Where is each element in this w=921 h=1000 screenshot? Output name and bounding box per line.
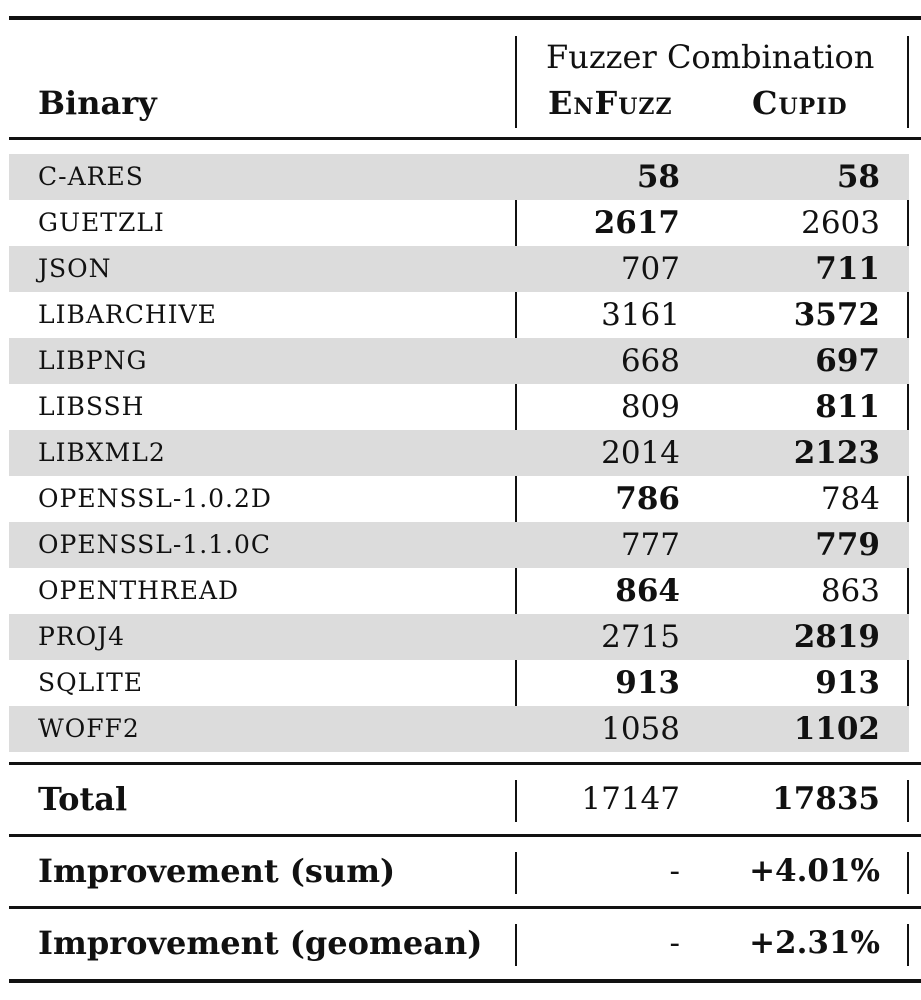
total-label: Total bbox=[38, 780, 128, 818]
enfuzz-value: 2715 bbox=[601, 619, 680, 655]
enfuzz-value: 1058 bbox=[601, 711, 680, 747]
enfuzz-value: 786 bbox=[615, 481, 680, 517]
enfuzz-value: 809 bbox=[620, 389, 680, 425]
cupid-value: 697 bbox=[815, 343, 880, 379]
improvement-geomean-label: Improvement (geomean) bbox=[38, 924, 483, 962]
table-row bbox=[9, 522, 909, 568]
enfuzz-value: 913 bbox=[615, 665, 680, 701]
cupid-value: 913 bbox=[815, 665, 880, 701]
total-enfuzz: 17147 bbox=[581, 781, 680, 817]
improvement-sum-enfuzz: - bbox=[669, 853, 680, 889]
binary-name: LIBPNG bbox=[38, 346, 148, 375]
table-row bbox=[9, 154, 909, 200]
improvement-sum-cupid: +4.01% bbox=[749, 853, 880, 889]
binary-header: Binary bbox=[38, 84, 157, 122]
cupid-value: 2123 bbox=[793, 435, 880, 471]
table-row bbox=[9, 706, 909, 752]
enfuzz-value: 668 bbox=[620, 343, 680, 379]
cupid-value: 58 bbox=[836, 159, 880, 195]
header-rule bbox=[9, 137, 921, 140]
cupid-value: 2603 bbox=[801, 205, 880, 241]
binary-name: LIBARCHIVE bbox=[38, 300, 217, 329]
improvement-geomean-right-edge bbox=[907, 924, 909, 966]
improvement-geomean-cupid: +2.31% bbox=[749, 925, 880, 961]
binary-name: OPENSSL-1.1.0C bbox=[38, 530, 272, 559]
enfuzz-value: 864 bbox=[615, 573, 680, 609]
binary-name: JSON bbox=[38, 254, 112, 283]
fuzzer-combination-header: Fuzzer Combination bbox=[546, 38, 875, 76]
cupid-value: 1102 bbox=[793, 711, 880, 747]
bottom-rule bbox=[9, 979, 921, 983]
enfuzz-value: 777 bbox=[620, 527, 680, 563]
total-cupid: 17835 bbox=[772, 781, 880, 817]
cupid-value: 811 bbox=[815, 389, 880, 425]
top-rule bbox=[9, 16, 921, 20]
binary-name: LIBXML2 bbox=[38, 438, 166, 467]
total-rule bbox=[9, 834, 921, 837]
cupid-value: 711 bbox=[815, 251, 880, 287]
cupid-value: 2819 bbox=[793, 619, 880, 655]
table-row bbox=[9, 246, 909, 292]
cupid-value: 779 bbox=[815, 527, 880, 563]
total-right-edge bbox=[907, 780, 909, 822]
improvement-sum-divider bbox=[515, 852, 517, 894]
improvement-geomean-divider bbox=[515, 924, 517, 966]
cupid-value: 863 bbox=[820, 573, 880, 609]
binary-name: GUETZLI bbox=[38, 208, 165, 237]
cupid-header: Cupid bbox=[752, 84, 848, 122]
header-right-edge bbox=[907, 36, 909, 128]
header-divider bbox=[515, 36, 517, 128]
enfuzz-value: 3161 bbox=[601, 297, 680, 333]
binary-name: SQLITE bbox=[38, 668, 144, 697]
binary-name: OPENSSL-1.0.2D bbox=[38, 484, 272, 513]
improvement-sum-right-edge bbox=[907, 852, 909, 894]
cupid-value: 784 bbox=[820, 481, 880, 517]
body-bottom-rule bbox=[9, 762, 921, 765]
binary-name: OPENTHREAD bbox=[38, 576, 240, 605]
improvement-sum-label: Improvement (sum) bbox=[38, 852, 396, 890]
table-row bbox=[9, 338, 909, 384]
enfuzz-value: 2617 bbox=[593, 205, 680, 241]
table-row bbox=[9, 430, 909, 476]
binary-name: LIBSSH bbox=[38, 392, 145, 421]
enfuzz-header: EnFuzz bbox=[548, 84, 673, 122]
binary-name: C-ARES bbox=[38, 162, 144, 191]
enfuzz-value: 2014 bbox=[601, 435, 680, 471]
improvement-geomean-enfuzz: - bbox=[669, 925, 680, 961]
improvement-rule bbox=[9, 906, 921, 909]
enfuzz-value: 707 bbox=[620, 251, 680, 287]
total-divider bbox=[515, 780, 517, 822]
binary-name: PROJ4 bbox=[38, 622, 126, 651]
cupid-value: 3572 bbox=[793, 297, 880, 333]
enfuzz-value: 58 bbox=[636, 159, 680, 195]
binary-name: WOFF2 bbox=[38, 714, 140, 743]
table-row bbox=[9, 614, 909, 660]
